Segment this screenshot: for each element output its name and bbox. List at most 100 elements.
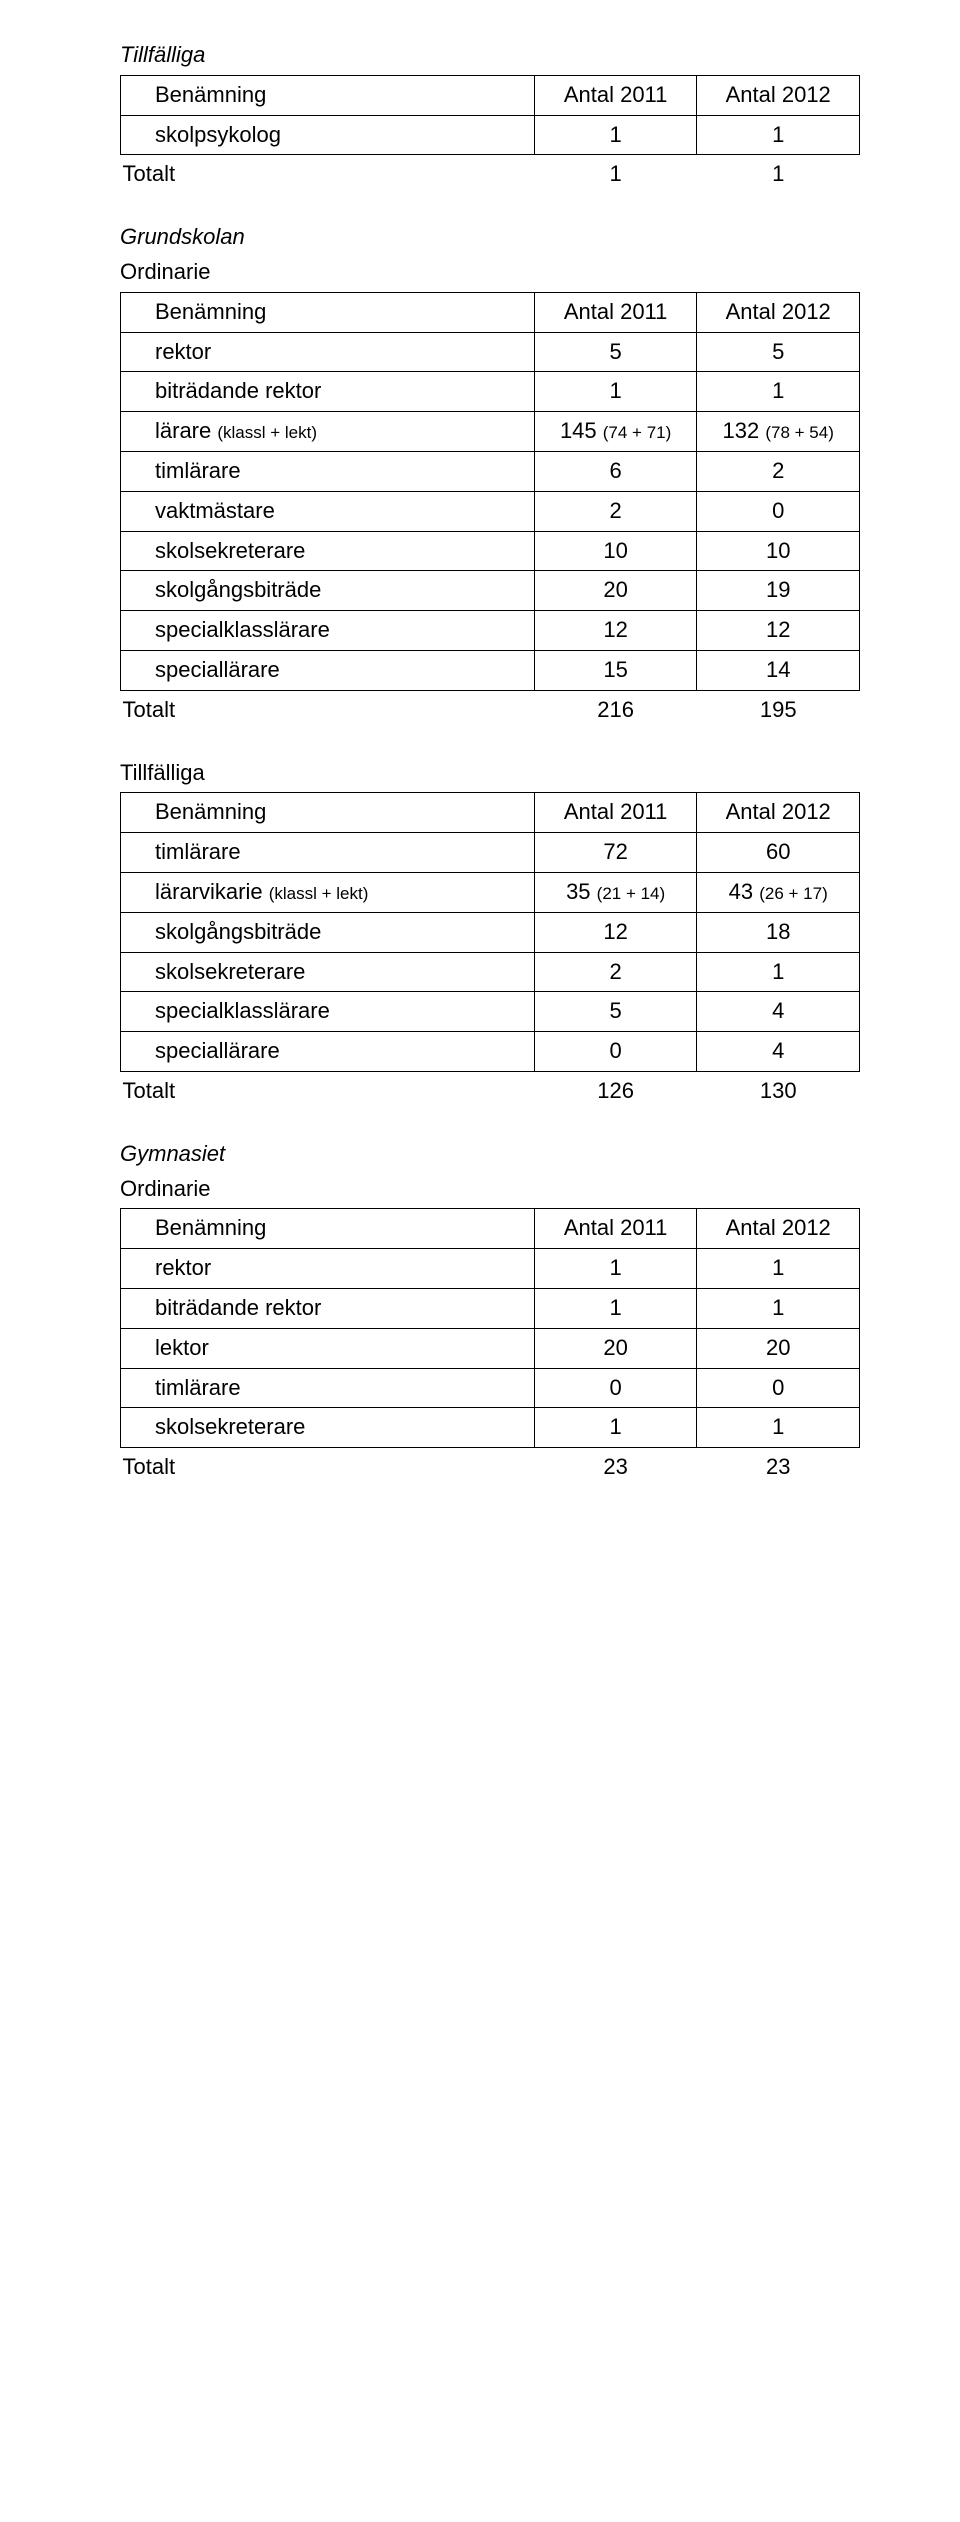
total-2011: 126 xyxy=(534,1071,697,1110)
table-row: biträdande rektor11 xyxy=(121,372,860,412)
cell-name: biträdande rektor xyxy=(121,1288,535,1328)
table-row: biträdande rektor11 xyxy=(121,1288,860,1328)
table-header-row: BenämningAntal 2011Antal 2012 xyxy=(121,75,860,115)
cell-name: rektor xyxy=(121,1249,535,1289)
cell-2012: 18 xyxy=(697,912,860,952)
cell-2011: 12 xyxy=(534,611,697,651)
cell-2012: 5 xyxy=(697,332,860,372)
cell-2011: 145 (74 + 71) xyxy=(534,412,697,452)
cell-2012: 1 xyxy=(697,1249,860,1289)
cell-2012: 132 (78 + 54) xyxy=(697,412,860,452)
total-2011: 216 xyxy=(534,690,697,729)
table-total-row: Totalt11 xyxy=(121,155,860,194)
cell-2012: 14 xyxy=(697,650,860,690)
table-row: lärare (klassl + lekt)145 (74 + 71)132 (… xyxy=(121,412,860,452)
table-header-row: BenämningAntal 2011Antal 2012 xyxy=(121,793,860,833)
col-header-name: Benämning xyxy=(121,793,535,833)
cell-2012: 12 xyxy=(697,611,860,651)
table-row: lektor2020 xyxy=(121,1328,860,1368)
cell-2012: 1 xyxy=(697,1408,860,1448)
cell-2012: 4 xyxy=(697,992,860,1032)
cell-name: rektor xyxy=(121,332,535,372)
table-row: speciallärare04 xyxy=(121,1032,860,1072)
cell-2012: 1 xyxy=(697,115,860,155)
cell-name: speciallärare xyxy=(121,650,535,690)
cell-2011: 0 xyxy=(534,1032,697,1072)
table-row: skolsekreterare1010 xyxy=(121,531,860,571)
table-row: skolgångsbiträde2019 xyxy=(121,571,860,611)
cell-name: vaktmästare xyxy=(121,491,535,531)
cell-2012: 1 xyxy=(697,1288,860,1328)
cell-name: specialklasslärare xyxy=(121,992,535,1032)
table-total-row: Totalt2323 xyxy=(121,1448,860,1487)
col-header-2011: Antal 2011 xyxy=(534,292,697,332)
cell-2012: 0 xyxy=(697,1368,860,1408)
total-label: Totalt xyxy=(121,1071,535,1110)
total-label: Totalt xyxy=(121,690,535,729)
cell-2011: 2 xyxy=(534,952,697,992)
section-heading: Grundskolan xyxy=(120,222,860,253)
cell-2012: 4 xyxy=(697,1032,860,1072)
cell-name: skolsekreterare xyxy=(121,952,535,992)
section-subheading: Ordinarie xyxy=(120,257,860,288)
cell-2011: 1 xyxy=(534,1249,697,1289)
cell-name: skolsekreterare xyxy=(121,1408,535,1448)
cell-2012: 1 xyxy=(697,372,860,412)
cell-name: biträdande rektor xyxy=(121,372,535,412)
total-label: Totalt xyxy=(121,155,535,194)
cell-2011: 35 (21 + 14) xyxy=(534,872,697,912)
cell-name: speciallärare xyxy=(121,1032,535,1072)
total-2011: 23 xyxy=(534,1448,697,1487)
col-header-2012: Antal 2012 xyxy=(697,1209,860,1249)
total-2012: 1 xyxy=(697,155,860,194)
cell-name: lärare (klassl + lekt) xyxy=(121,412,535,452)
cell-2011: 5 xyxy=(534,992,697,1032)
page: TillfälligaBenämningAntal 2011Antal 2012… xyxy=(0,0,960,1567)
data-table: BenämningAntal 2011Antal 2012rektor55bit… xyxy=(120,292,860,730)
col-header-2012: Antal 2012 xyxy=(697,75,860,115)
cell-2012: 2 xyxy=(697,451,860,491)
table-total-row: Totalt126130 xyxy=(121,1071,860,1110)
data-table: BenämningAntal 2011Antal 2012skolpsykolo… xyxy=(120,75,860,194)
cell-name: timlärare xyxy=(121,451,535,491)
table-row: skolpsykolog11 xyxy=(121,115,860,155)
table-row: timlärare62 xyxy=(121,451,860,491)
cell-name: specialklasslärare xyxy=(121,611,535,651)
section-subheading: Ordinarie xyxy=(120,1174,860,1205)
cell-2011: 2 xyxy=(534,491,697,531)
cell-name: skolgångsbiträde xyxy=(121,912,535,952)
col-header-name: Benämning xyxy=(121,1209,535,1249)
table-row: specialklasslärare1212 xyxy=(121,611,860,651)
table-row: rektor55 xyxy=(121,332,860,372)
cell-name: lärarvikarie (klassl + lekt) xyxy=(121,872,535,912)
total-label: Totalt xyxy=(121,1448,535,1487)
cell-2011: 1 xyxy=(534,1408,697,1448)
cell-name: timlärare xyxy=(121,1368,535,1408)
table-row: skolsekreterare11 xyxy=(121,1408,860,1448)
cell-2012: 43 (26 + 17) xyxy=(697,872,860,912)
data-table: BenämningAntal 2011Antal 2012rektor11bit… xyxy=(120,1208,860,1487)
cell-2011: 1 xyxy=(534,1288,697,1328)
table-total-row: Totalt216195 xyxy=(121,690,860,729)
total-2012: 23 xyxy=(697,1448,860,1487)
cell-2011: 12 xyxy=(534,912,697,952)
cell-2011: 0 xyxy=(534,1368,697,1408)
cell-2011: 10 xyxy=(534,531,697,571)
col-header-2011: Antal 2011 xyxy=(534,793,697,833)
section-heading: Tillfälliga xyxy=(120,40,860,71)
total-2012: 195 xyxy=(697,690,860,729)
cell-name: timlärare xyxy=(121,833,535,873)
table-row: vaktmästare20 xyxy=(121,491,860,531)
section-heading: Tillfälliga xyxy=(120,758,860,789)
cell-2012: 20 xyxy=(697,1328,860,1368)
cell-name: skolsekreterare xyxy=(121,531,535,571)
cell-2011: 20 xyxy=(534,1328,697,1368)
cell-2011: 1 xyxy=(534,372,697,412)
col-header-2012: Antal 2012 xyxy=(697,292,860,332)
table-header-row: BenämningAntal 2011Antal 2012 xyxy=(121,1209,860,1249)
cell-2011: 72 xyxy=(534,833,697,873)
table-row: lärarvikarie (klassl + lekt)35 (21 + 14)… xyxy=(121,872,860,912)
table-row: timlärare7260 xyxy=(121,833,860,873)
cell-2012: 10 xyxy=(697,531,860,571)
cell-name: skolpsykolog xyxy=(121,115,535,155)
